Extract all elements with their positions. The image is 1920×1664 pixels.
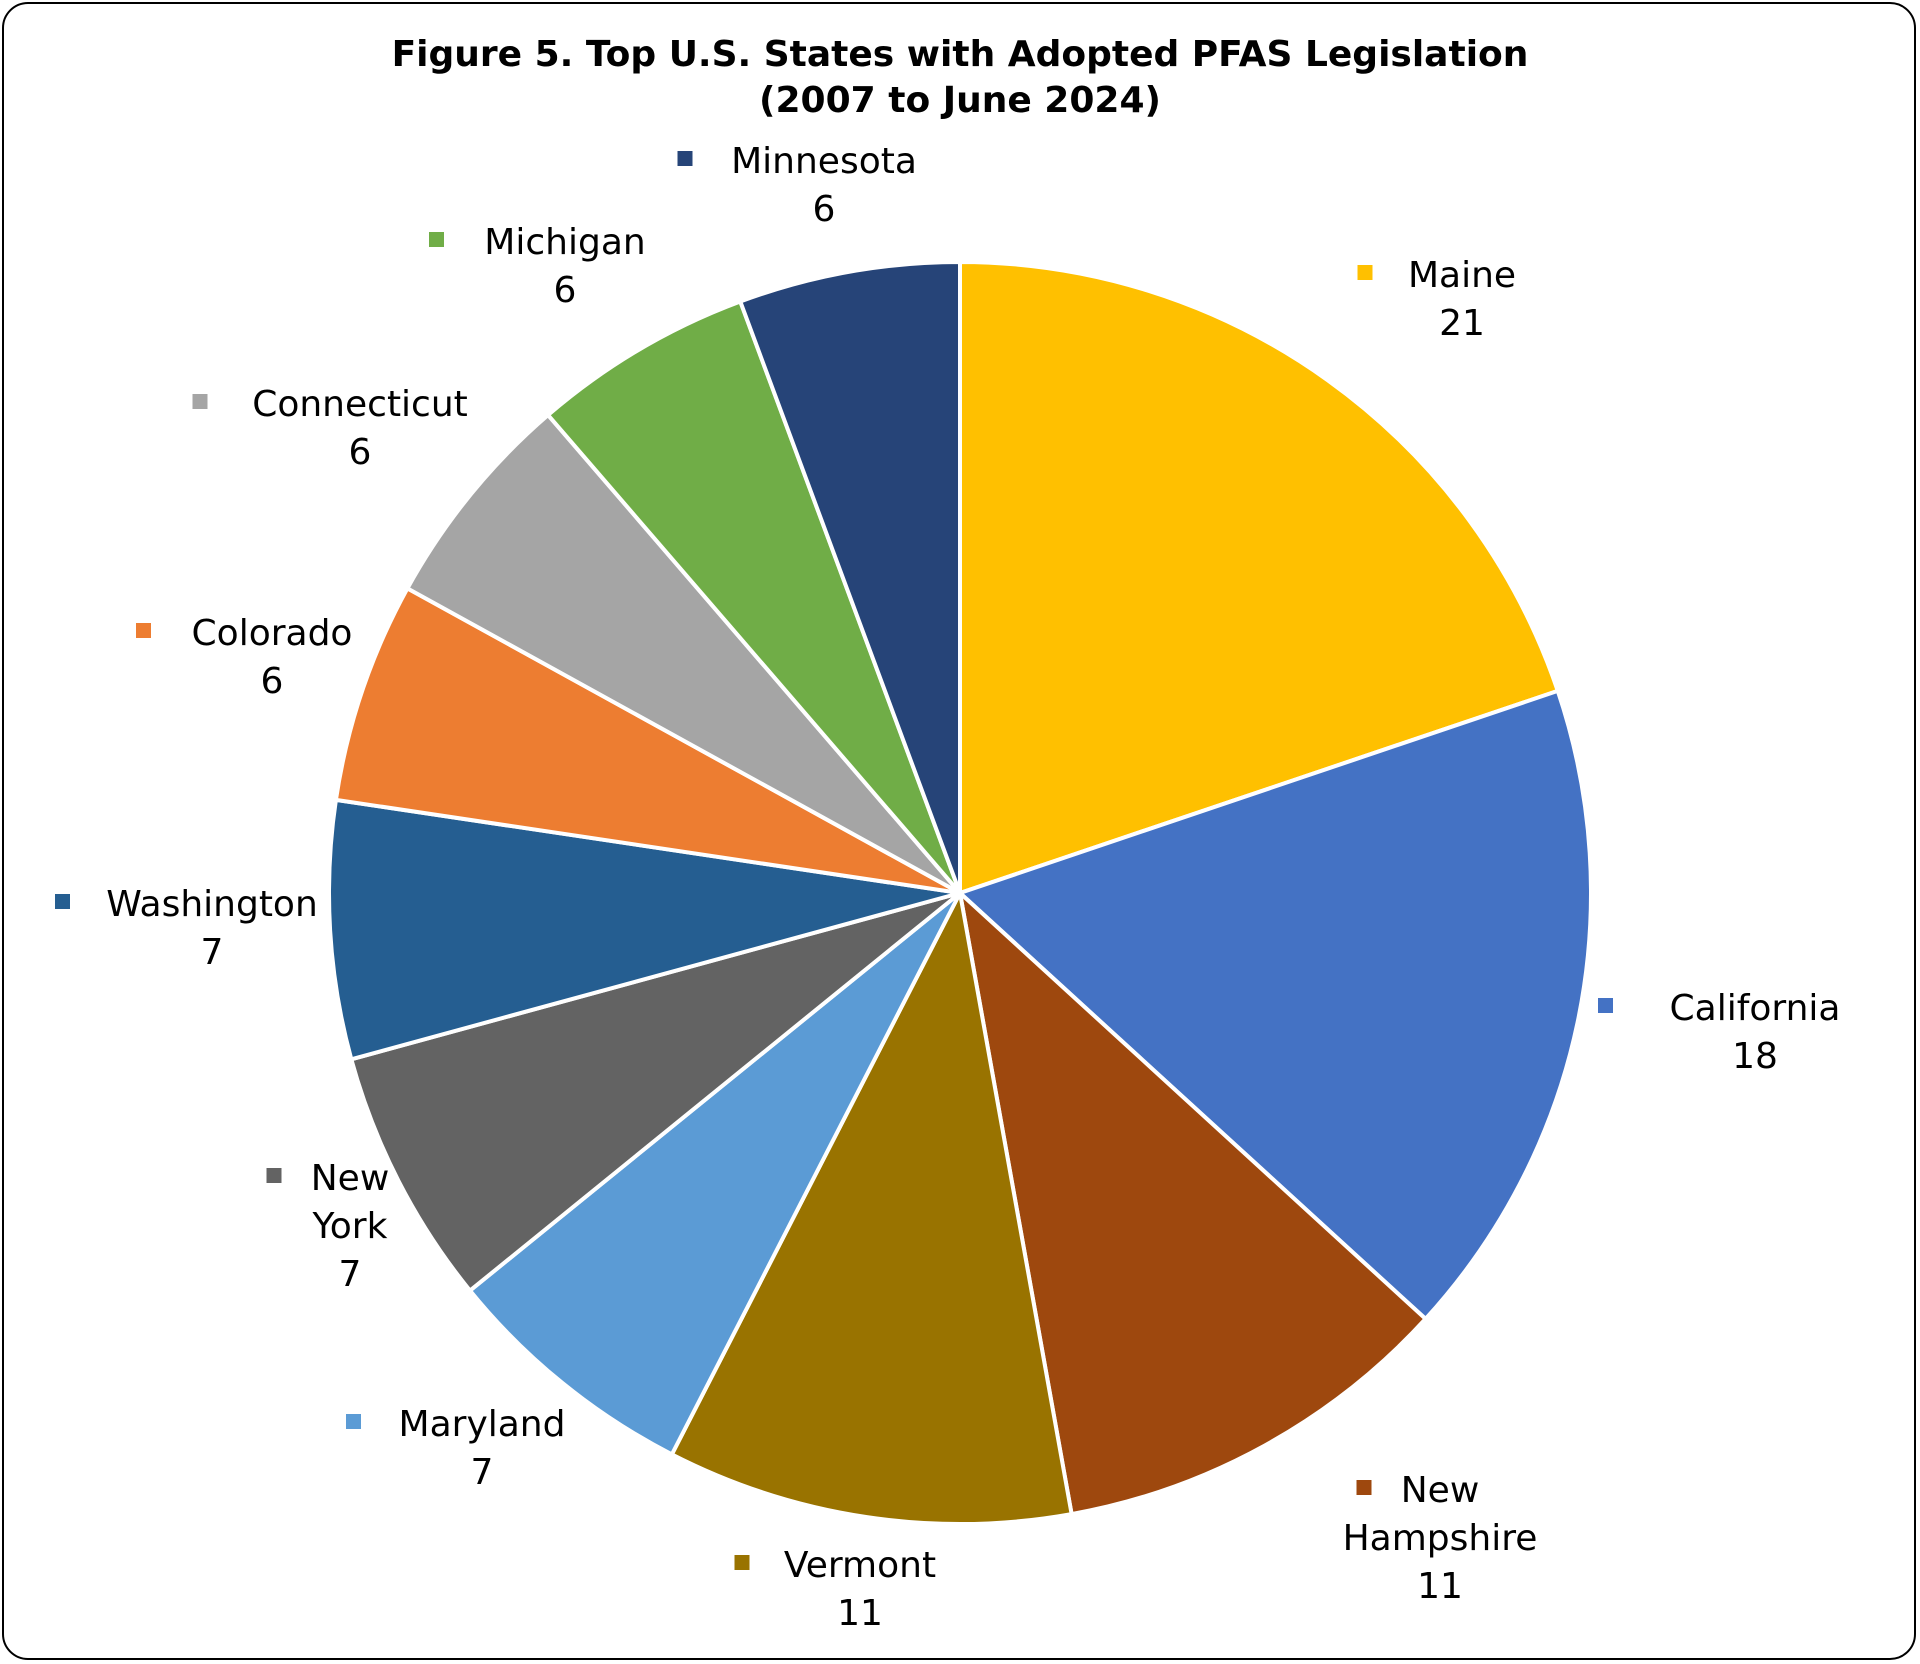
data-label-name-maine: Maine [1408,255,1516,296]
data-label-maryland: Maryland 7 [346,1404,565,1493]
legend-key-michigan [429,232,444,247]
pie-slice-colorado [333,586,962,895]
data-label-value-michigan: 6 [554,270,577,311]
data-label-name-vermont: Vermont [784,1545,936,1586]
data-label-name-colorado: Colorado [192,613,353,654]
data-label-california: California 18 [1598,988,1840,1077]
pie-slice-washington [327,797,962,1062]
pie-slice-california [958,688,1593,1321]
chart-title: Figure 5. Top U.S. States with Adopted P… [0,32,1920,124]
data-label-name-new-york: New York [311,1158,390,1247]
data-label-connecticut: Connecticut 6 [192,384,468,473]
data-label-value-colorado: 6 [261,661,284,702]
legend-key-new-hampshire [1356,1480,1372,1495]
data-label-value-washington: 7 [201,932,224,973]
pie-slice-vermont [669,891,1074,1526]
data-label-name-new-hampshire: New Hampshire [1343,1470,1538,1559]
data-label-value-new-hampshire: 11 [1417,1566,1463,1607]
pie-slice-new-york [349,891,962,1293]
data-label-name-connecticut: Connecticut [252,384,468,425]
data-label-name-minnesota: Minnesota [731,141,917,182]
data-label-value-california: 18 [1732,1036,1778,1077]
chart-title-line-1: Figure 5. Top U.S. States with Adopted P… [391,34,1529,75]
legend-key-connecticut [192,394,208,409]
legend-key-maine [1357,265,1373,280]
pie-slice-maryland [468,891,962,1457]
pie-slice-minnesota [738,260,962,895]
data-label-value-minnesota: 6 [813,189,836,230]
pie-slice-michigan [546,299,962,895]
data-label-michigan: Michigan 6 [429,222,646,311]
pie-slice-new-hampshire [958,891,1428,1517]
data-label-name-washington: Washington [106,884,318,925]
data-label-value-maryland: 7 [471,1452,494,1493]
data-label-name-california: California [1670,988,1841,1029]
data-label-new-hampshire: New Hampshire 11 [1343,1470,1538,1607]
legend-key-maryland [346,1414,361,1429]
legend-key-washington [55,894,70,909]
data-label-value-connecticut: 6 [349,432,372,473]
data-label-minnesota: Minnesota 6 [677,141,917,230]
pie-slice-connecticut [405,413,962,895]
data-label-name-maryland: Maryland [399,1404,566,1445]
data-label-value-maine: 21 [1439,303,1485,344]
data-label-value-new-york: 7 [339,1254,362,1295]
data-label-new-york: New York 7 [266,1158,390,1295]
data-label-maine: Maine 21 [1357,255,1516,344]
data-label-vermont: Vermont 11 [734,1545,936,1634]
legend-key-vermont [734,1555,750,1570]
pie-slice-maine [958,260,1560,895]
data-label-washington: Washington 7 [55,884,318,973]
data-label-name-michigan: Michigan [484,222,645,263]
legend-key-california [1598,998,1613,1013]
legend-key-minnesota [677,151,693,166]
chart-title-line-2: (2007 to June 2024) [759,80,1161,121]
pie-slices [327,260,1593,1526]
legend-key-new-york [266,1168,282,1183]
data-label-value-vermont: 11 [837,1593,883,1634]
data-label-colorado: Colorado 6 [136,613,352,702]
legend-key-colorado [136,623,151,638]
